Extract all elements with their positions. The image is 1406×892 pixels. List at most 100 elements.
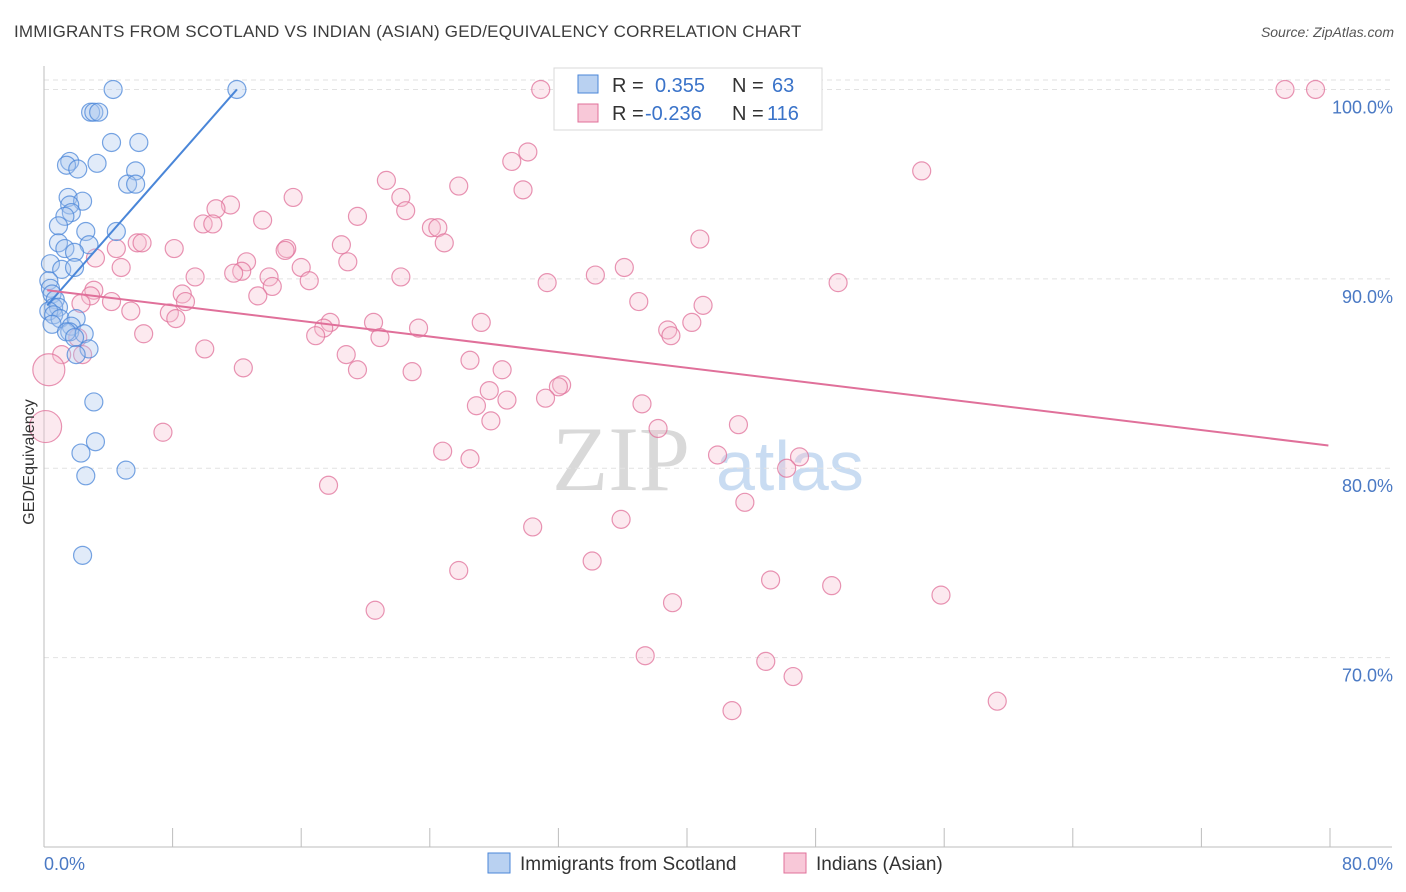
pink-point [460,449,480,469]
pink-point [127,233,147,253]
pink-point [236,252,257,272]
pink-point [760,570,781,590]
pink-point [931,585,951,605]
watermark-zip: ZIP [552,408,690,510]
pink-point [492,360,512,380]
legend-swatch-blue [577,74,599,94]
blue-point [72,191,93,211]
pink-point [661,326,681,346]
pink-point [203,214,223,234]
pink-point [481,411,501,431]
y-tick-label-0: 100.0% [1332,97,1393,117]
pink-point [421,218,442,238]
pink-point [585,265,605,285]
trend-lines [46,88,1329,447]
pink-point [537,273,557,293]
pink-point [376,170,396,190]
pink-point [728,415,749,435]
pink-point [233,358,253,378]
blue-point [87,153,107,173]
correlation-legend: R = 0.355 N = 63 R = -0.236 N = 116 [553,67,823,131]
pink-point [497,390,517,410]
pink-point [224,263,244,283]
trend-line-blue [46,88,238,307]
blue-series [39,79,247,565]
y-tick-label-3: 70.0% [1342,666,1393,686]
pink-point [548,377,569,397]
x-tick-label-max: 80.0% [1342,854,1393,874]
blue-point [84,102,104,122]
legend-r-label-1: R = [612,75,644,97]
pink-point [134,324,154,344]
pink-point [121,301,141,321]
pink-point [756,651,776,672]
pink-point [206,199,226,219]
blue-point [89,102,109,122]
pink-point [434,233,454,253]
blue-point [64,257,85,278]
pink-point [164,238,184,259]
blue-point [66,345,86,365]
pink-point [396,201,416,221]
x-tick-label-min: 0.0% [44,854,85,874]
blue-point [60,151,80,172]
legend-n-label-2: N = [732,103,764,125]
pink-point [220,195,241,215]
pink-point [306,326,326,346]
pink-point [635,646,655,666]
pink-point [318,475,339,495]
pink-point [275,240,295,261]
pink-point [629,291,649,312]
pink-point [391,267,411,287]
pink-point [331,235,351,255]
pink-point [471,312,491,333]
pink-point [783,666,803,687]
pink-point [777,458,797,478]
blue-point [64,242,85,262]
legend-r-label-2: R = [612,103,644,125]
pink-point [185,267,205,287]
legend-r-value-1: 0.355 [655,75,705,97]
pink-point [722,701,742,721]
series-legend: Immigrants from Scotland Indians (Asian) [487,852,943,875]
blue-point [84,392,104,412]
pink-point [693,295,713,315]
blue-point [106,221,126,242]
pink-point [828,273,848,293]
blue-point [85,432,106,452]
blue-point [64,327,85,348]
pink-point [336,345,356,365]
watermark-atlas: atlas [716,427,864,505]
legend-swatch-indians [783,852,807,874]
pink-point [662,593,683,613]
pink-point [449,176,469,196]
blue-point [117,174,138,194]
pink-point [632,394,652,414]
pink-point [614,257,634,278]
chart-title: IMMIGRANTS FROM SCOTLAND VS INDIAN (ASIA… [14,22,802,41]
blue-point [129,132,149,153]
pink-point [648,418,668,439]
pink-point [433,441,453,461]
y-tick-label-2: 80.0% [1342,476,1393,496]
pink-point [370,327,390,348]
blue-point [103,79,123,100]
pink-point [822,576,842,596]
pink-point [132,233,152,253]
pink-point [347,360,368,380]
blue-point [76,466,96,486]
pink-point [611,509,631,529]
pink-point [466,396,487,416]
pink-point [29,409,63,444]
pink-point [535,388,556,408]
blue-point [116,460,136,480]
pink-point [408,318,429,338]
legend-label-scotland: Immigrants from Scotland [520,854,736,875]
legend-n-label-1: N = [732,75,764,97]
legend-r-value-2: -0.236 [645,103,702,125]
pink-point [299,271,319,291]
blue-point [55,206,75,226]
pink-point [513,180,533,200]
pink-point [523,517,543,537]
legend-n-value-1: 63 [772,75,794,97]
